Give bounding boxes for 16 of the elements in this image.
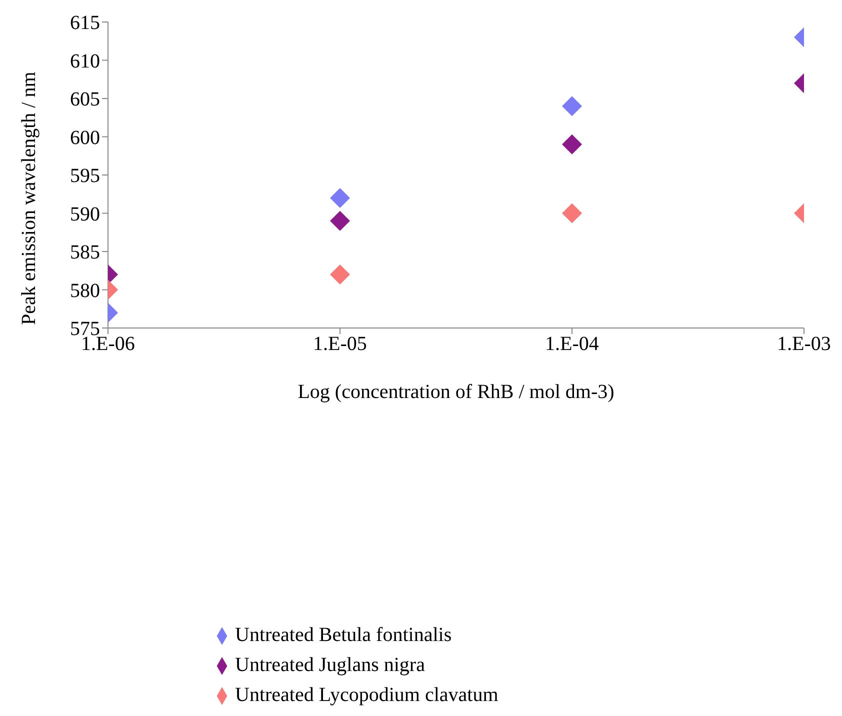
y-tick-label: 610 bbox=[70, 50, 100, 72]
x-tick-label: 1.E-03 bbox=[777, 333, 831, 356]
x-tick-label: 1.E-04 bbox=[545, 333, 599, 356]
x-tick-label: 1.E-05 bbox=[313, 333, 367, 356]
y-tick-label: 600 bbox=[70, 126, 100, 149]
legend-label: Untreated Betula fontinalis bbox=[235, 624, 452, 646]
y-tick-label: 590 bbox=[70, 203, 100, 226]
y-tick-label: 595 bbox=[70, 165, 100, 188]
x-axis-title: Log (concentration of RhB / mol dm-3) bbox=[298, 381, 614, 403]
y-tick-label: 580 bbox=[70, 280, 100, 302]
y-tick-label: 605 bbox=[70, 88, 100, 111]
y-tick-label: 615 bbox=[70, 12, 100, 34]
y-axis-title: Peak emission wavelength / nm bbox=[18, 71, 40, 325]
legend-label: Untreated Juglans nigra bbox=[235, 654, 425, 676]
y-tick-label: 585 bbox=[70, 242, 100, 264]
legend-label: Untreated Lycopodium clavatum bbox=[235, 684, 498, 706]
